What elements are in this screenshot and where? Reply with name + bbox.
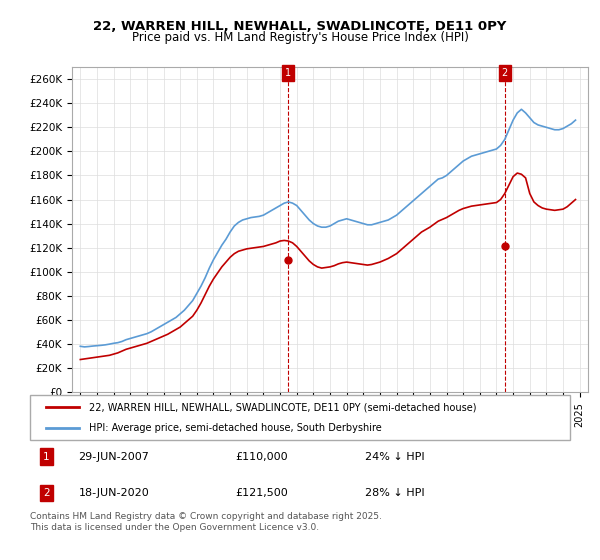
Text: 18-JUN-2020: 18-JUN-2020 xyxy=(79,488,149,498)
Text: 2: 2 xyxy=(43,488,50,498)
Text: HPI: Average price, semi-detached house, South Derbyshire: HPI: Average price, semi-detached house,… xyxy=(89,423,382,433)
Text: 1: 1 xyxy=(286,68,292,78)
Text: £110,000: £110,000 xyxy=(235,451,288,461)
Text: 22, WARREN HILL, NEWHALL, SWADLINCOTE, DE11 0PY (semi-detached house): 22, WARREN HILL, NEWHALL, SWADLINCOTE, D… xyxy=(89,402,477,412)
FancyBboxPatch shape xyxy=(30,395,570,440)
Text: 22, WARREN HILL, NEWHALL, SWADLINCOTE, DE11 0PY: 22, WARREN HILL, NEWHALL, SWADLINCOTE, D… xyxy=(94,20,506,32)
Text: 28% ↓ HPI: 28% ↓ HPI xyxy=(365,488,424,498)
Text: 1: 1 xyxy=(43,451,50,461)
Text: 29-JUN-2007: 29-JUN-2007 xyxy=(79,451,149,461)
Text: 24% ↓ HPI: 24% ↓ HPI xyxy=(365,451,424,461)
Text: Price paid vs. HM Land Registry's House Price Index (HPI): Price paid vs. HM Land Registry's House … xyxy=(131,31,469,44)
Text: Contains HM Land Registry data © Crown copyright and database right 2025.
This d: Contains HM Land Registry data © Crown c… xyxy=(30,512,382,532)
Text: £121,500: £121,500 xyxy=(235,488,288,498)
Text: 2: 2 xyxy=(502,68,508,78)
